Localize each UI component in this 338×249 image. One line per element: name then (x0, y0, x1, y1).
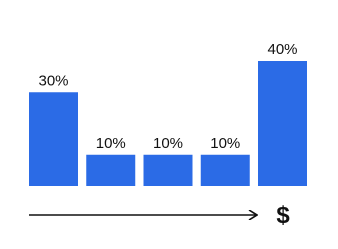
bar (86, 154, 136, 186)
value-label: 10% (153, 135, 183, 152)
currency-symbol: $ (276, 202, 290, 229)
value-label: 40% (267, 41, 297, 58)
value-label: 10% (96, 135, 126, 152)
bar (143, 154, 193, 186)
value-label: 30% (38, 72, 68, 89)
value-label: 10% (210, 135, 240, 152)
bar (29, 92, 78, 186)
bar (200, 154, 250, 186)
bar (258, 61, 307, 186)
